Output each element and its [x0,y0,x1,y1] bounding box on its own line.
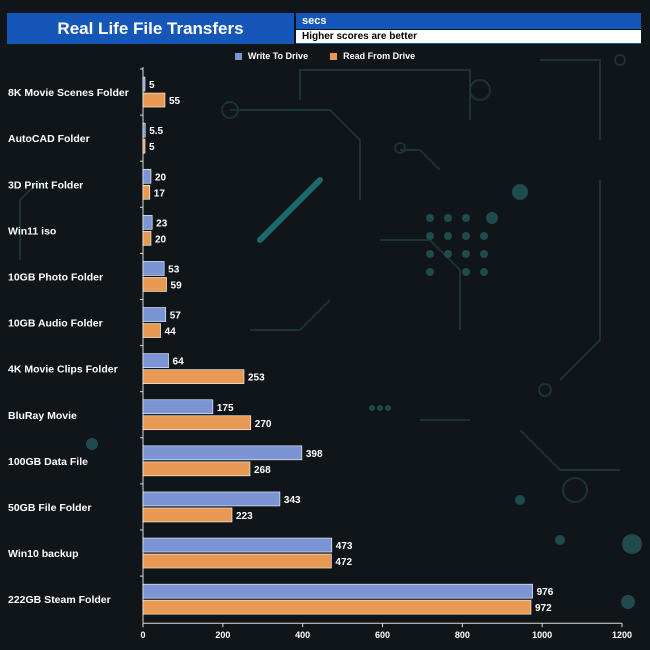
bar-read [142,231,152,246]
bar-read [142,415,252,431]
bar-write [142,76,146,92]
bar-write [142,215,153,230]
legend: Write To Drive Read From Drive [0,51,650,61]
legend-swatch-read [330,52,338,60]
legend-item-read: Read From Drive [330,51,415,61]
data-label: 270 [255,419,272,430]
category-label: AutoCAD Folder [8,133,90,145]
bar-write [142,537,333,553]
x-tick-label: 1200 [612,630,632,640]
x-tick-label: 600 [375,630,390,640]
bar-write [142,122,146,138]
data-label: 59 [171,280,183,291]
bar-read [142,461,251,477]
x-tick-label: 400 [295,630,310,640]
bar-read [142,138,146,154]
bar-read [142,323,161,338]
data-label: 20 [155,234,167,245]
data-label: 473 [336,541,353,552]
data-label: 976 [537,587,554,598]
bar-write [142,307,167,322]
data-label: 64 [173,357,185,368]
data-label: 5.5 [149,126,163,137]
data-label: 343 [284,495,301,506]
bar-write [142,491,281,507]
unit-label: secs [296,13,641,29]
bar-read [142,553,332,569]
data-label: 5 [149,80,155,91]
data-label: 23 [156,218,168,229]
legend-item-write: Write To Drive [234,51,309,61]
category-label: Win11 iso [8,225,56,237]
category-label: Win10 backup [8,548,79,560]
category-label: 100GB Data File [8,456,88,468]
data-label: 17 [154,188,166,199]
bar-read [142,507,233,523]
bar-read [142,277,167,292]
data-label: 5 [149,142,155,153]
category-label: BluRay Movie [8,410,77,422]
data-label: 268 [254,465,271,476]
category-label: 8K Movie Scenes Folder [8,87,129,99]
legend-swatch-write [234,52,242,60]
data-label: 398 [306,449,323,460]
category-label: 4K Movie Clips Folder [8,364,118,376]
bar-write [142,445,303,461]
legend-label-read: Read From Drive [343,51,416,61]
data-label: 53 [168,264,180,275]
category-label: 3D Print Folder [8,179,83,191]
x-tick-label: 200 [215,630,230,640]
data-label: 972 [535,603,552,614]
x-tick-label: 1000 [532,630,552,640]
legend-label-write: Write To Drive [247,51,309,61]
bar-write [142,583,533,599]
bar-read [142,92,166,108]
bar-read [142,599,532,615]
bar-read [142,369,245,384]
data-label: 253 [248,373,265,384]
category-label: 222GB Steam Folder [8,594,111,606]
category-label: 10GB Photo Folder [8,271,103,283]
category-label: 50GB File Folder [8,502,91,514]
bar-write [142,261,165,276]
bar-write [142,399,214,415]
chart-title: Real Life File Transfers [7,13,294,44]
data-label: 223 [236,511,253,522]
data-label: 175 [217,403,234,414]
data-label: 55 [169,96,181,107]
data-label: 57 [170,311,182,322]
bar-write [142,353,169,368]
bar-write [142,168,152,184]
x-tick-label: 800 [455,630,470,640]
data-label: 20 [155,172,167,183]
data-label: 472 [335,557,352,568]
category-label: 10GB Audio Folder [8,318,103,330]
x-tick-label: 0 [140,630,145,640]
data-label: 44 [165,327,177,338]
bar-read [142,184,151,200]
scoring-note: Higher scores are better [296,30,641,44]
